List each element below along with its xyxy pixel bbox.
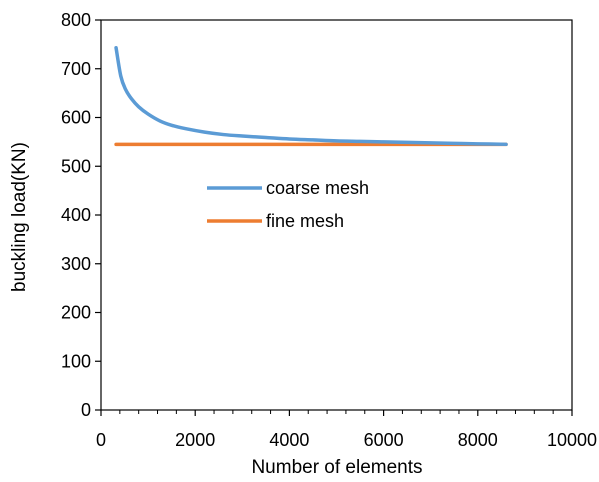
- y-tick-label: 100: [61, 351, 91, 371]
- y-tick-label: 200: [61, 303, 91, 323]
- y-tick-label: 600: [61, 108, 91, 128]
- y-tick-label: 400: [61, 205, 91, 225]
- series-line-coarse-mesh: [114, 46, 508, 147]
- legend: coarse mesh fine mesh: [207, 178, 369, 231]
- x-axis-title: Number of elements: [251, 457, 422, 478]
- y-tick-label: 300: [61, 254, 91, 274]
- x-tick-label: 8000: [458, 430, 498, 450]
- legend-label-fine-mesh: fine mesh: [266, 211, 344, 231]
- x-tick-label: 2000: [175, 430, 215, 450]
- y-tick-label: 0: [81, 400, 91, 420]
- x-tick-label: 0: [96, 430, 106, 450]
- y-axis-title: buckling load(KN): [9, 142, 30, 292]
- x-tick-label: 10000: [547, 430, 597, 450]
- series-layer: [114, 46, 508, 147]
- y-tick-label: 800: [61, 10, 91, 30]
- y-tick-label: 500: [61, 156, 91, 176]
- legend-label-coarse-mesh: coarse mesh: [266, 178, 369, 198]
- x-tick-label: 4000: [269, 430, 309, 450]
- x-tick-label: 6000: [364, 430, 404, 450]
- y-tick-label: 700: [61, 59, 91, 79]
